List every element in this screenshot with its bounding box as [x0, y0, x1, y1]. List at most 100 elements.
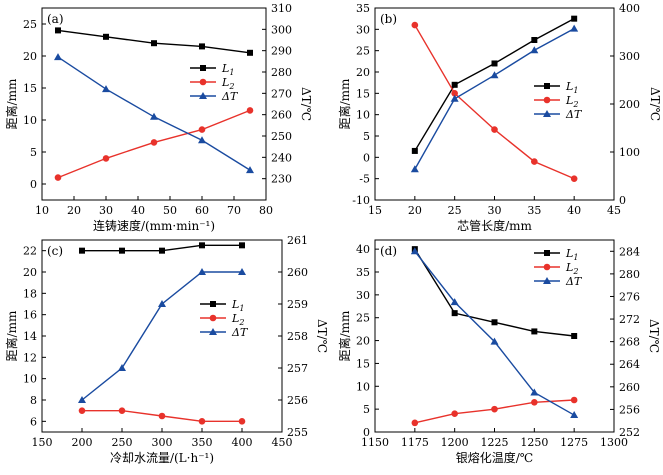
data-point-ΔT	[530, 46, 539, 54]
legend-label-main: L	[565, 80, 573, 93]
data-point-L1	[411, 147, 418, 154]
y-tick-label: 10	[356, 109, 370, 122]
y-tick-label: 25	[356, 45, 370, 58]
y-tick-label: 8	[30, 394, 37, 407]
y-tick-label: 18	[23, 287, 37, 300]
series-line-L2	[414, 24, 575, 180]
y2-tick-label: 290	[271, 45, 292, 58]
data-point-ΔT	[450, 94, 459, 102]
x-tick-label: 25	[448, 204, 462, 217]
data-point-ΔT	[450, 298, 459, 306]
y2-tick-label: 276	[619, 290, 640, 303]
y-tick-label: 15	[356, 87, 370, 100]
x-tick-label: 10	[35, 204, 49, 217]
y2-tick-label: 256	[287, 394, 308, 407]
legend-marker	[200, 65, 206, 71]
legend-marker	[199, 78, 207, 86]
data-point-L1	[491, 60, 498, 67]
legend-entry-ΔT: ΔT	[231, 326, 249, 339]
legend-entry-L2: L2	[565, 261, 578, 276]
data-point-L1	[119, 247, 125, 254]
plot-frame	[41, 7, 267, 201]
data-point-L1	[451, 81, 458, 88]
y2-tick-label: 400	[619, 2, 640, 15]
y-tick-label: 20	[23, 50, 37, 63]
y2-tick-label: 255	[287, 426, 308, 439]
legend-entry-ΔT: ΔT	[565, 275, 583, 288]
x-tick-label: 450	[272, 436, 293, 449]
data-point-L2	[78, 407, 86, 414]
data-point-ΔT	[198, 268, 206, 275]
y2-tick-label: 280	[271, 66, 292, 79]
y-tick-label: -5	[359, 173, 370, 186]
data-point-L2	[451, 90, 458, 97]
legend-label-sub: 2	[572, 267, 578, 276]
y2-axis-label: ΔT/℃	[647, 319, 661, 353]
legend-entry-ΔT: ΔT	[221, 90, 239, 103]
y-tick-label: 20	[356, 335, 370, 348]
data-point-ΔT	[490, 71, 499, 79]
y2-tick-label: 256	[619, 403, 640, 416]
y-tick-label: -10	[352, 194, 370, 207]
data-point-L2	[570, 175, 578, 182]
data-point-L1	[239, 242, 245, 249]
x-tick-label: 1200	[441, 436, 469, 449]
data-point-ΔT	[54, 53, 62, 61]
y-tick-label: 10	[356, 380, 370, 393]
x-tick-label: 35	[527, 204, 541, 217]
x-tick-label: 40	[131, 204, 145, 217]
data-point-ΔT	[102, 85, 110, 93]
x-tick-label: 60	[195, 204, 209, 217]
y-axis-label: 距离/mm	[337, 310, 352, 361]
legend-marker	[543, 110, 551, 117]
data-point-L2	[246, 107, 254, 114]
data-point-L2	[238, 418, 246, 425]
chart-panel-4: 1150 1175 1200 1225 1250 1275 1300 0 5 10 15 20 25 30…	[337, 239, 661, 465]
legend-entry-L1: L1	[565, 247, 578, 262]
x-tick-label: 250	[112, 436, 133, 449]
legend-label-sub: 1	[229, 68, 234, 77]
data-point-ΔT	[150, 112, 158, 120]
y2-axis-label: ΔT/℃	[315, 319, 329, 353]
legend-marker	[544, 83, 550, 89]
y2-tick-label: 200	[619, 98, 640, 111]
y2-tick-label: 260	[287, 266, 308, 279]
y-tick-label: 5	[363, 130, 370, 143]
legend-marker	[210, 301, 216, 307]
legend-entry-L2: L2	[221, 76, 234, 91]
legend-marker	[544, 250, 550, 256]
data-point-L2	[451, 410, 458, 418]
x-tick-label: 30	[99, 204, 113, 217]
x-axis-label: 芯管长度/mm	[457, 218, 532, 233]
legend-label-main: ΔT	[565, 108, 583, 121]
legend-label-main: L	[221, 62, 229, 75]
legend-marker	[209, 314, 217, 322]
y-tick-label: 20	[356, 66, 370, 79]
legend-marker	[199, 92, 207, 99]
x-tick-label: 1300	[600, 436, 628, 449]
y2-tick-label: 272	[619, 313, 640, 326]
legend-label-main: L	[231, 298, 239, 311]
data-point-L1	[159, 247, 165, 254]
series-line-ΔT	[81, 271, 242, 401]
y2-tick-label: 230	[271, 173, 292, 186]
y2-tick-label: 100	[619, 146, 640, 159]
legend-label-sub: 1	[573, 86, 578, 95]
x-tick-label: 1175	[401, 436, 429, 449]
x-tick-label: 150	[32, 436, 53, 449]
data-point-L1	[79, 247, 85, 254]
legend-label-sub: 1	[239, 304, 244, 313]
y-tick-label: 6	[30, 415, 37, 428]
y2-tick-label: 257	[287, 362, 308, 375]
panel-label: (d)	[380, 244, 397, 258]
y2-tick-label: 260	[619, 381, 640, 394]
data-point-L2	[491, 405, 498, 413]
x-tick-label: 80	[259, 204, 273, 217]
x-axis-label: 连铸速度/(mm·min⁻¹)	[93, 218, 215, 233]
y2-tick-label: 252	[619, 426, 640, 439]
legend-label-main: L	[565, 247, 573, 260]
y-tick-label: 15	[356, 357, 370, 370]
y-tick-label: 10	[23, 373, 37, 386]
legend-label-main: ΔT	[221, 90, 239, 103]
data-point-ΔT	[530, 388, 539, 396]
